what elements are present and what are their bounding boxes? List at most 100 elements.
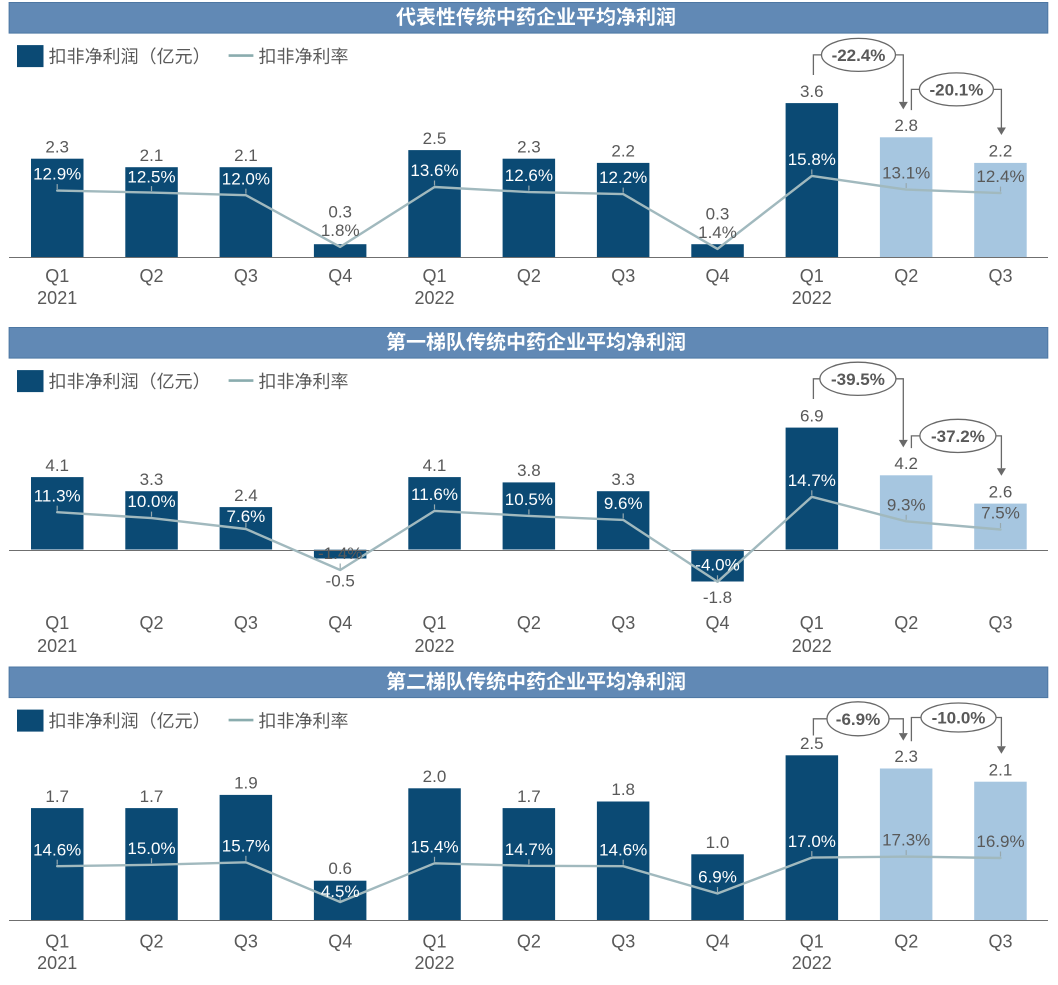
svg-text:-6.9%: -6.9% xyxy=(836,710,880,729)
svg-text:Q1: Q1 xyxy=(45,613,69,633)
svg-text:0.6: 0.6 xyxy=(328,859,352,878)
svg-text:15.4%: 15.4% xyxy=(410,837,458,856)
svg-text:Q4: Q4 xyxy=(328,613,352,633)
svg-text:Q3: Q3 xyxy=(234,266,258,286)
svg-text:Q4: Q4 xyxy=(328,266,352,286)
svg-text:Q4: Q4 xyxy=(705,613,729,633)
svg-text:Q2: Q2 xyxy=(517,931,541,951)
svg-text:Q3: Q3 xyxy=(988,613,1012,633)
svg-text:Q1: Q1 xyxy=(422,266,446,286)
svg-text:Q3: Q3 xyxy=(234,931,258,951)
svg-text:Q2: Q2 xyxy=(139,931,163,951)
svg-text:2.1: 2.1 xyxy=(989,760,1013,779)
svg-text:2.1: 2.1 xyxy=(140,146,164,165)
svg-text:-10.0%: -10.0% xyxy=(932,709,986,728)
svg-text:17.3%: 17.3% xyxy=(882,831,930,850)
svg-text:Q1: Q1 xyxy=(422,613,446,633)
svg-text:1.7: 1.7 xyxy=(45,787,69,806)
svg-text:12.5%: 12.5% xyxy=(127,167,175,186)
svg-text:15.8%: 15.8% xyxy=(788,150,836,169)
svg-text:7.5%: 7.5% xyxy=(981,504,1020,523)
svg-text:Q1: Q1 xyxy=(800,931,824,951)
svg-text:17.0%: 17.0% xyxy=(788,832,836,851)
svg-text:Q2: Q2 xyxy=(139,613,163,633)
svg-text:2022: 2022 xyxy=(414,636,454,656)
svg-text:12.2%: 12.2% xyxy=(599,168,647,187)
svg-text:12.6%: 12.6% xyxy=(505,166,553,185)
svg-text:-4.0%: -4.0% xyxy=(695,555,739,574)
svg-text:9.6%: 9.6% xyxy=(604,494,643,513)
svg-text:-37.2%: -37.2% xyxy=(931,427,985,446)
svg-text:2022: 2022 xyxy=(792,636,832,656)
svg-text:9.3%: 9.3% xyxy=(887,495,926,514)
svg-text:2.8: 2.8 xyxy=(894,116,918,135)
svg-text:Q2: Q2 xyxy=(894,266,918,286)
svg-text:Q3: Q3 xyxy=(234,613,258,633)
svg-text:Q1: Q1 xyxy=(45,931,69,951)
svg-text:7.6%: 7.6% xyxy=(227,507,266,526)
svg-text:Q3: Q3 xyxy=(611,931,635,951)
svg-text:2022: 2022 xyxy=(414,953,454,973)
svg-text:1.8: 1.8 xyxy=(611,780,635,799)
svg-text:6.9%: 6.9% xyxy=(698,868,737,887)
svg-text:Q4: Q4 xyxy=(705,266,729,286)
svg-text:4.1: 4.1 xyxy=(45,456,69,475)
svg-text:2.2: 2.2 xyxy=(989,142,1013,161)
svg-text:4.2: 4.2 xyxy=(894,454,918,473)
svg-text:14.7%: 14.7% xyxy=(788,471,836,490)
svg-text:12.4%: 12.4% xyxy=(976,167,1024,186)
svg-text:-20.1%: -20.1% xyxy=(929,81,983,100)
svg-text:2.4: 2.4 xyxy=(234,486,258,505)
svg-text:-0.5: -0.5 xyxy=(326,572,355,591)
svg-text:15.0%: 15.0% xyxy=(127,839,175,858)
svg-text:10.0%: 10.0% xyxy=(127,492,175,511)
svg-text:11.3%: 11.3% xyxy=(34,486,81,505)
svg-text:1.4%: 1.4% xyxy=(698,223,737,242)
svg-text:Q1: Q1 xyxy=(800,613,824,633)
svg-text:2022: 2022 xyxy=(792,953,832,973)
svg-text:Q4: Q4 xyxy=(705,931,729,951)
svg-text:3.3: 3.3 xyxy=(611,470,635,489)
svg-text:12.9%: 12.9% xyxy=(33,165,81,184)
svg-text:12.0%: 12.0% xyxy=(222,169,270,188)
svg-text:1.7: 1.7 xyxy=(140,787,164,806)
svg-text:2021: 2021 xyxy=(37,288,77,308)
svg-text:0.3: 0.3 xyxy=(328,203,352,222)
svg-text:Q1: Q1 xyxy=(45,266,69,286)
svg-text:Q2: Q2 xyxy=(139,266,163,286)
svg-text:14.6%: 14.6% xyxy=(33,840,81,859)
svg-text:Q2: Q2 xyxy=(894,931,918,951)
svg-text:13.6%: 13.6% xyxy=(410,161,458,180)
svg-text:Q2: Q2 xyxy=(894,613,918,633)
svg-text:2021: 2021 xyxy=(37,953,77,973)
svg-text:Q2: Q2 xyxy=(517,613,541,633)
svg-text:Q1: Q1 xyxy=(422,931,446,951)
svg-text:4.1: 4.1 xyxy=(423,456,447,475)
svg-text:1.9: 1.9 xyxy=(234,774,258,793)
svg-text:16.9%: 16.9% xyxy=(976,832,1024,851)
svg-text:3.8: 3.8 xyxy=(517,461,541,480)
svg-text:1.0: 1.0 xyxy=(706,833,730,852)
svg-text:Q2: Q2 xyxy=(517,266,541,286)
svg-text:1.7: 1.7 xyxy=(517,787,541,806)
svg-text:10.5%: 10.5% xyxy=(505,490,553,509)
svg-text:2.3: 2.3 xyxy=(894,747,918,766)
svg-text:-1.8: -1.8 xyxy=(703,588,732,607)
svg-text:14.6%: 14.6% xyxy=(599,840,647,859)
svg-text:4.5%: 4.5% xyxy=(321,882,360,901)
svg-text:11.6%: 11.6% xyxy=(411,485,458,504)
svg-text:2.5: 2.5 xyxy=(423,129,447,148)
svg-text:2022: 2022 xyxy=(414,288,454,308)
svg-text:2.1: 2.1 xyxy=(234,146,258,165)
svg-text:0.3: 0.3 xyxy=(706,205,730,224)
svg-text:2.5: 2.5 xyxy=(800,734,824,753)
svg-text:2022: 2022 xyxy=(792,288,832,308)
svg-text:-22.4%: -22.4% xyxy=(832,46,886,65)
svg-text:Q3: Q3 xyxy=(988,931,1012,951)
svg-text:Q1: Q1 xyxy=(800,266,824,286)
svg-text:2021: 2021 xyxy=(37,636,77,656)
svg-text:3.6: 3.6 xyxy=(800,82,824,101)
svg-text:15.7%: 15.7% xyxy=(222,836,270,855)
svg-text:2.6: 2.6 xyxy=(989,482,1013,501)
svg-text:Q3: Q3 xyxy=(611,266,635,286)
